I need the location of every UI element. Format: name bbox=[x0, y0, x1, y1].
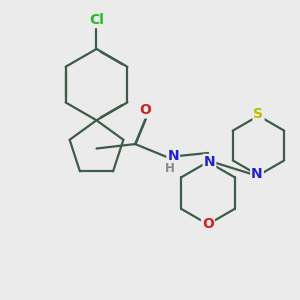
Text: Cl: Cl bbox=[89, 13, 104, 27]
Text: S: S bbox=[254, 107, 263, 121]
Text: O: O bbox=[140, 103, 152, 118]
Text: H: H bbox=[164, 162, 174, 175]
Text: O: O bbox=[202, 217, 214, 231]
Text: N: N bbox=[167, 149, 179, 163]
Text: N: N bbox=[204, 155, 215, 169]
Text: N: N bbox=[251, 167, 263, 181]
